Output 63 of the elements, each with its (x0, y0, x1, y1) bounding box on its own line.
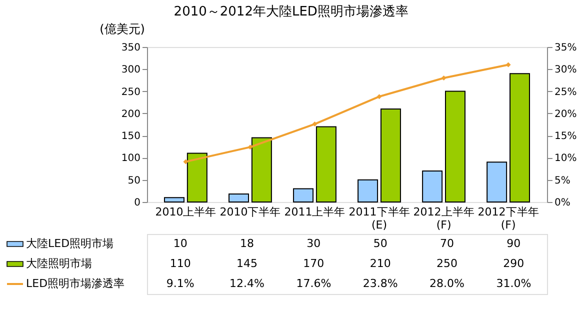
data-label: 10 (173, 237, 188, 250)
data-label: 30 (306, 237, 321, 250)
x-tick-label: 2012下半年 (F) (478, 206, 539, 232)
x-tick-label: 2011下半年 (E) (348, 206, 410, 232)
data-label: 18 (240, 237, 254, 250)
data-label: 9.1% (166, 277, 194, 290)
y-tick-label: 200 (121, 108, 140, 120)
bar (358, 179, 378, 202)
y-axis-title: (億美元) (100, 22, 145, 36)
data-label: 17.6% (296, 277, 332, 290)
y2-tick-label: 5% (554, 175, 570, 186)
y-tick-label: 250 (121, 86, 140, 98)
data-label: 23.8% (362, 277, 398, 290)
x-tick-label: 2012上半年 (F) (413, 206, 474, 232)
point (183, 159, 188, 164)
y2-tick-label: 15% (554, 131, 577, 142)
data-label: 70 (440, 237, 454, 250)
bar (380, 108, 401, 202)
y2-tick-label: 0% (554, 198, 570, 208)
y2-tick-label: 30% (554, 64, 577, 76)
point (506, 62, 511, 68)
point (441, 76, 446, 80)
legend-label: 大陸LED照明市場 (26, 237, 114, 250)
y2-tick-label: 25% (554, 86, 577, 98)
y-tick-label: 50 (128, 175, 140, 186)
bar (316, 126, 336, 202)
legend-label: LED照明市場滲透率 (26, 277, 125, 290)
data-label: 31.0% (496, 277, 532, 290)
bar (164, 197, 184, 202)
data-label: 250 (436, 257, 458, 270)
y-tick-label: 100 (121, 153, 140, 164)
y-tick-label: 0 (134, 198, 140, 208)
data-label: 145 (236, 257, 258, 270)
bar (293, 188, 314, 202)
legend-label: 大陸照明市場 (26, 257, 92, 270)
data-label: 290 (503, 257, 524, 270)
point (248, 144, 253, 150)
point (376, 94, 382, 100)
x-tick-label: 2010上半年 (155, 206, 216, 218)
y2-tick-label: 10% (554, 153, 577, 164)
y2-tick-label: 35% (554, 42, 577, 54)
bar (186, 152, 208, 202)
data-label: 28.0% (430, 277, 464, 290)
data-label: 110 (170, 257, 191, 270)
y-tick-label: 300 (121, 64, 140, 76)
data-label: 170 (303, 257, 324, 270)
bar (510, 73, 530, 202)
data-label: 50 (373, 237, 388, 250)
bar (444, 90, 466, 202)
bar (251, 137, 272, 202)
bar (422, 170, 443, 202)
chart-title: 2010～2012年大陸LED照明市場滲透率 (174, 4, 408, 20)
y-tick-label: 350 (121, 42, 140, 54)
point (312, 122, 318, 127)
y2-tick-label: 20% (554, 108, 577, 120)
data-label: 90 (506, 237, 521, 250)
x-tick-label: 2011上半年 (284, 206, 346, 218)
y-tick-label: 150 (121, 131, 140, 142)
bar (486, 162, 508, 202)
bar (228, 194, 250, 202)
data-label: 210 (370, 257, 391, 270)
data-label: 12.4% (230, 277, 264, 290)
x-tick-label: 2010下半年 (220, 206, 281, 218)
